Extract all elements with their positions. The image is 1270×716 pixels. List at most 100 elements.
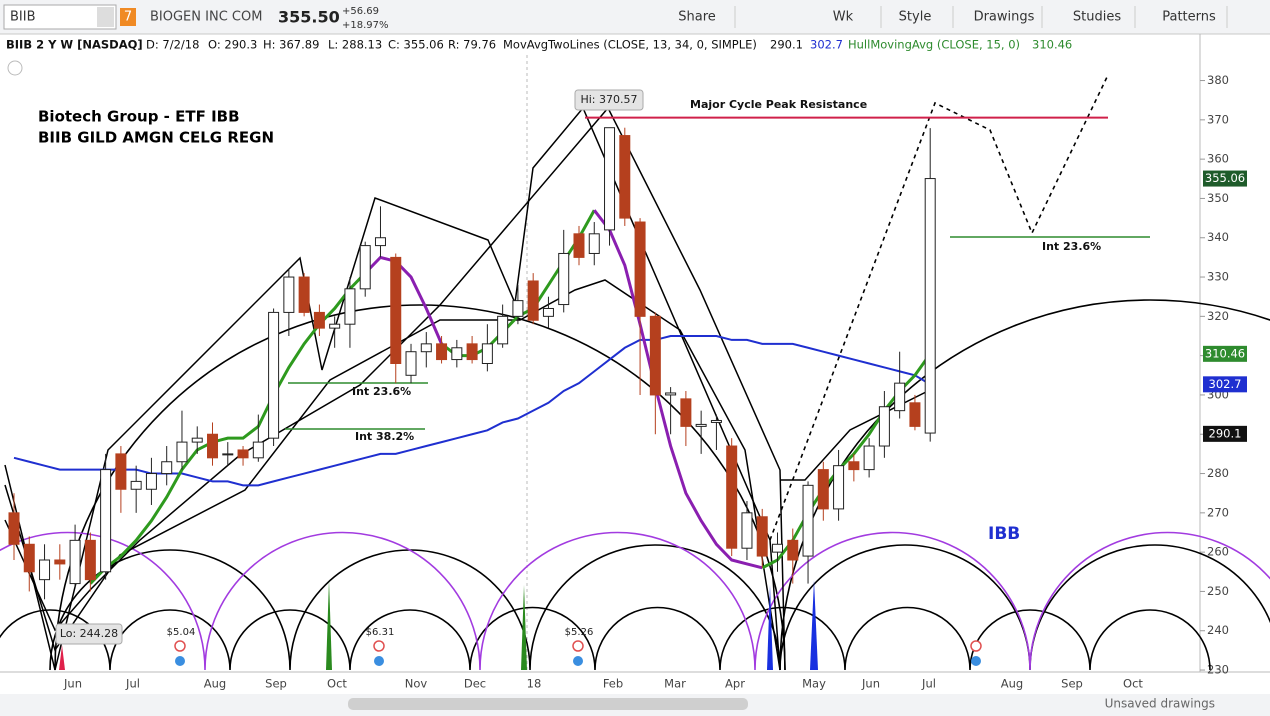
x-tick-label: Apr: [725, 677, 745, 691]
candle-body: [436, 343, 448, 361]
toolbar: [0, 0, 1270, 34]
price-tag: [1203, 170, 1247, 187]
price-tag-label: 290.1: [1209, 426, 1242, 440]
header-text: R: 79.76: [448, 38, 496, 52]
candle-body: [298, 276, 310, 313]
header-text: D: 7/2/18: [146, 38, 199, 52]
candle-body: [695, 423, 707, 427]
price-tag-label: 310.46: [1205, 346, 1245, 360]
header-text: C: 355.06: [388, 38, 444, 52]
x-tick-label: Aug: [204, 677, 226, 691]
x-tick-label: Jul: [921, 677, 936, 691]
candle-body: [741, 512, 753, 549]
change-pct: +18.97%: [342, 20, 389, 31]
candle-body: [466, 343, 478, 361]
x-tick-label: Sep: [1061, 677, 1083, 691]
candle-body: [115, 453, 127, 490]
candle-body: [527, 280, 539, 321]
candle-body: [542, 307, 554, 317]
header-text: 302.7: [810, 38, 843, 52]
candle-body: [405, 351, 417, 376]
candle-body: [512, 300, 524, 317]
x-tick-label: May: [802, 677, 826, 691]
candle-body: [237, 449, 249, 459]
candle-body: [176, 441, 188, 463]
toolbar-button[interactable]: Studies: [1073, 10, 1121, 25]
event-spikes: [59, 580, 818, 670]
candle-body: [130, 480, 142, 490]
candle-body: [359, 245, 371, 290]
x-tick-label: 18: [527, 677, 542, 691]
candle-body: [802, 484, 814, 557]
y-tick-label: 280: [1207, 466, 1229, 480]
toolbar-button[interactable]: Patterns: [1162, 10, 1216, 25]
toolbar-button[interactable]: Wk: [833, 10, 854, 25]
candle-body: [420, 343, 432, 353]
candle-body: [207, 433, 219, 459]
header-text: 310.46: [1032, 38, 1072, 52]
trend-lines: [4, 106, 931, 671]
toolbar-button[interactable]: Share: [678, 10, 716, 25]
candle-body: [878, 406, 890, 447]
candle-body: [604, 127, 616, 231]
y-tick-label: 340: [1207, 230, 1229, 244]
candle-body: [268, 311, 280, 439]
x-tick-label: Sep: [265, 677, 287, 691]
candle-body: [100, 469, 112, 573]
price-tag-label: 302.7: [1209, 377, 1242, 391]
candle-body: [833, 465, 845, 510]
hi-box: [574, 89, 644, 111]
header-text: 290.1: [770, 38, 803, 52]
annotation: Major Cycle Peak Resistance: [690, 98, 867, 111]
annotation: Biotech Group - ETF IBB: [38, 108, 240, 126]
scrollbar[interactable]: [348, 698, 748, 710]
y-tick-label: 350: [1207, 191, 1229, 205]
candle-body: [619, 135, 631, 219]
candle-body: [588, 233, 600, 254]
lo-label: Lo: 244.28: [60, 627, 118, 640]
annotation: IBB: [988, 524, 1020, 544]
candle-body: [252, 441, 264, 459]
candle-body: [634, 221, 646, 317]
x-tick-label: Oct: [327, 677, 347, 691]
y-tick-label: 270: [1207, 505, 1229, 519]
x-tick-label: Oct: [1123, 677, 1143, 691]
price-tag: [1203, 345, 1247, 362]
x-tick-label: Nov: [405, 677, 428, 691]
candle-body: [283, 276, 295, 313]
x-tick-label: Dec: [464, 677, 486, 691]
event-icons: [175, 656, 981, 666]
candle-body: [39, 559, 51, 581]
candle-body: [329, 323, 341, 329]
candle-body: [726, 445, 738, 549]
y-tick-label: 230: [1207, 663, 1229, 677]
candle-body: [222, 453, 234, 456]
candle-body: [573, 233, 585, 258]
x-tick-label: Aug: [1001, 677, 1023, 691]
info-icon[interactable]: [7, 60, 23, 76]
earnings: $5.26: [565, 627, 594, 638]
candle-body: [909, 402, 921, 427]
earnings: $5.04: [167, 627, 196, 638]
change: +56.69: [342, 6, 379, 17]
header-text: BIIB 2 Y W [NASDAQ]: [6, 38, 143, 52]
annotation: Int 23.6%: [1042, 240, 1101, 253]
toolbar-button[interactable]: Drawings: [974, 10, 1035, 25]
y-tick-label: 320: [1207, 309, 1229, 323]
toolbar-button[interactable]: Style: [899, 10, 932, 25]
candle-body: [161, 461, 173, 475]
header-text: HullMovingAvg (CLOSE, 15, 0): [848, 38, 1020, 52]
candle-body: [817, 469, 829, 510]
candle-body: [8, 512, 20, 545]
candle-body: [191, 437, 203, 443]
candle-body: [649, 315, 661, 396]
y-tick-label: 380: [1207, 73, 1229, 87]
study-line: [364, 209, 763, 570]
footer-status: Unsaved drawings: [1105, 697, 1215, 711]
y-tick-label: 240: [1207, 623, 1229, 637]
candle-body: [481, 343, 493, 364]
symbol-dropdown[interactable]: [97, 7, 114, 27]
badge: 7: [124, 10, 132, 25]
candle-body: [84, 539, 96, 581]
projection-line: [769, 74, 1109, 541]
